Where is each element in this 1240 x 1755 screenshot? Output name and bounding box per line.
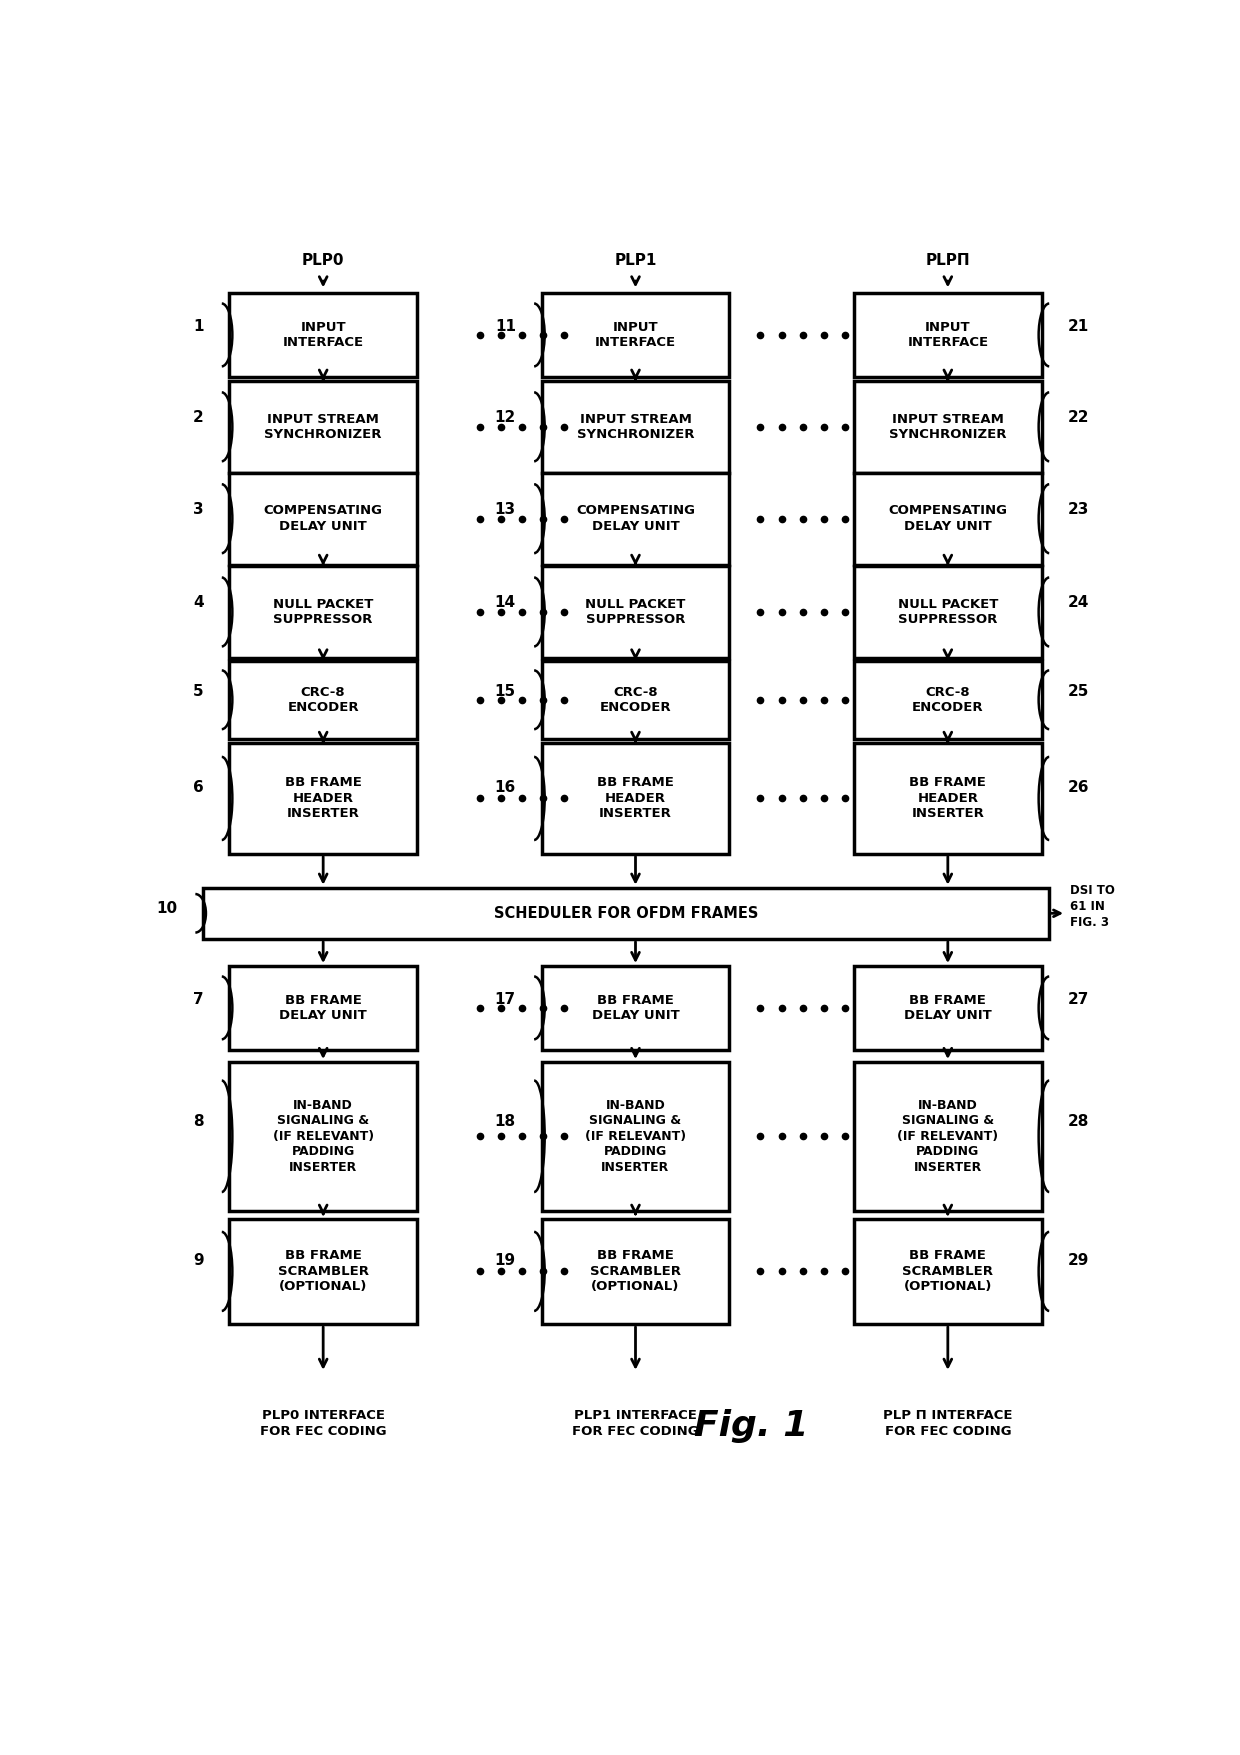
Text: 18: 18 — [495, 1114, 516, 1128]
Bar — [854, 381, 1042, 472]
Text: Fig. 1: Fig. 1 — [693, 1409, 808, 1443]
Text: BB FRAME
HEADER
INSERTER: BB FRAME HEADER INSERTER — [285, 776, 362, 820]
Text: 23: 23 — [1068, 502, 1089, 518]
Text: INPUT STREAM
SYNCHRONIZER: INPUT STREAM SYNCHRONIZER — [264, 412, 382, 441]
Bar — [542, 472, 729, 565]
Text: 21: 21 — [1068, 319, 1089, 333]
Text: PLP Π INTERFACE
FOR FEC CODING: PLP Π INTERFACE FOR FEC CODING — [883, 1409, 1013, 1439]
Text: 24: 24 — [1068, 595, 1089, 611]
Text: IN-BAND
SIGNALING &
(IF RELEVANT)
PADDING
INSERTER: IN-BAND SIGNALING & (IF RELEVANT) PADDIN… — [898, 1099, 998, 1174]
Bar — [203, 888, 1049, 939]
Bar — [542, 293, 729, 377]
Text: BB FRAME
SCRAMBLER
(OPTIONAL): BB FRAME SCRAMBLER (OPTIONAL) — [278, 1250, 368, 1293]
Text: PLP1: PLP1 — [614, 253, 657, 269]
Text: CRC-8
ENCODER: CRC-8 ENCODER — [911, 686, 983, 714]
Text: INPUT
INTERFACE: INPUT INTERFACE — [595, 321, 676, 349]
Text: 11: 11 — [495, 319, 516, 333]
Text: PLPΠ: PLPΠ — [925, 253, 970, 269]
Text: PLP1 INTERFACE
FOR FEC CODING: PLP1 INTERFACE FOR FEC CODING — [572, 1409, 699, 1439]
Text: BB FRAME
SCRAMBLER
(OPTIONAL): BB FRAME SCRAMBLER (OPTIONAL) — [903, 1250, 993, 1293]
Bar — [229, 567, 417, 658]
Text: COMPENSATING
DELAY UNIT: COMPENSATING DELAY UNIT — [264, 504, 383, 534]
Bar — [854, 965, 1042, 1049]
Bar — [542, 660, 729, 739]
Text: NULL PACKET
SUPPRESSOR: NULL PACKET SUPPRESSOR — [585, 598, 686, 627]
Text: 9: 9 — [193, 1253, 203, 1269]
Text: 8: 8 — [193, 1114, 203, 1128]
Bar — [854, 1062, 1042, 1211]
Bar — [542, 567, 729, 658]
Bar — [229, 1062, 417, 1211]
Text: 26: 26 — [1068, 779, 1089, 795]
Bar — [229, 293, 417, 377]
Text: INPUT
INTERFACE: INPUT INTERFACE — [283, 321, 363, 349]
Text: BB FRAME
DELAY UNIT: BB FRAME DELAY UNIT — [904, 993, 992, 1021]
Text: 10: 10 — [156, 900, 177, 916]
Text: BB FRAME
SCRAMBLER
(OPTIONAL): BB FRAME SCRAMBLER (OPTIONAL) — [590, 1250, 681, 1293]
Text: IN-BAND
SIGNALING &
(IF RELEVANT)
PADDING
INSERTER: IN-BAND SIGNALING & (IF RELEVANT) PADDIN… — [273, 1099, 373, 1174]
Bar — [854, 1218, 1042, 1323]
Text: 13: 13 — [495, 502, 516, 518]
Bar — [854, 660, 1042, 739]
Bar — [854, 742, 1042, 855]
Text: 5: 5 — [193, 684, 203, 700]
Text: 12: 12 — [495, 411, 516, 425]
Text: PLP0: PLP0 — [301, 253, 345, 269]
Text: 14: 14 — [495, 595, 516, 611]
Text: INPUT STREAM
SYNCHRONIZER: INPUT STREAM SYNCHRONIZER — [889, 412, 1007, 441]
Bar — [229, 660, 417, 739]
Text: 25: 25 — [1068, 684, 1089, 700]
Bar — [229, 965, 417, 1049]
Text: INPUT
INTERFACE: INPUT INTERFACE — [908, 321, 988, 349]
Bar — [854, 293, 1042, 377]
Text: NULL PACKET
SUPPRESSOR: NULL PACKET SUPPRESSOR — [273, 598, 373, 627]
Text: COMPENSATING
DELAY UNIT: COMPENSATING DELAY UNIT — [888, 504, 1007, 534]
Text: COMPENSATING
DELAY UNIT: COMPENSATING DELAY UNIT — [577, 504, 694, 534]
Text: CRC-8
ENCODER: CRC-8 ENCODER — [600, 686, 671, 714]
Bar — [542, 1062, 729, 1211]
Text: 27: 27 — [1068, 992, 1089, 1007]
Text: 28: 28 — [1068, 1114, 1089, 1128]
Text: 7: 7 — [193, 992, 203, 1007]
Text: 6: 6 — [192, 779, 203, 795]
Bar — [229, 1218, 417, 1323]
Text: 22: 22 — [1068, 411, 1089, 425]
Text: BB FRAME
HEADER
INSERTER: BB FRAME HEADER INSERTER — [598, 776, 673, 820]
Text: 1: 1 — [193, 319, 203, 333]
Bar — [542, 742, 729, 855]
Bar — [542, 965, 729, 1049]
Text: 29: 29 — [1068, 1253, 1089, 1269]
Bar — [854, 567, 1042, 658]
Text: NULL PACKET
SUPPRESSOR: NULL PACKET SUPPRESSOR — [898, 598, 998, 627]
Bar — [229, 472, 417, 565]
Text: 19: 19 — [495, 1253, 516, 1269]
Text: 17: 17 — [495, 992, 516, 1007]
Text: BB FRAME
DELAY UNIT: BB FRAME DELAY UNIT — [279, 993, 367, 1021]
Text: 2: 2 — [192, 411, 203, 425]
Text: DSI TO
61 IN
FIG. 3: DSI TO 61 IN FIG. 3 — [1070, 885, 1115, 928]
Bar — [229, 381, 417, 472]
Bar — [542, 1218, 729, 1323]
Bar — [854, 472, 1042, 565]
Text: PLP0 INTERFACE
FOR FEC CODING: PLP0 INTERFACE FOR FEC CODING — [260, 1409, 387, 1439]
Text: BB FRAME
DELAY UNIT: BB FRAME DELAY UNIT — [591, 993, 680, 1021]
Text: IN-BAND
SIGNALING &
(IF RELEVANT)
PADDING
INSERTER: IN-BAND SIGNALING & (IF RELEVANT) PADDIN… — [585, 1099, 686, 1174]
Bar — [542, 381, 729, 472]
Text: 16: 16 — [495, 779, 516, 795]
Text: 4: 4 — [193, 595, 203, 611]
Text: SCHEDULER FOR OFDM FRAMES: SCHEDULER FOR OFDM FRAMES — [494, 906, 758, 921]
Text: BB FRAME
HEADER
INSERTER: BB FRAME HEADER INSERTER — [909, 776, 986, 820]
Text: INPUT STREAM
SYNCHRONIZER: INPUT STREAM SYNCHRONIZER — [577, 412, 694, 441]
Bar — [229, 742, 417, 855]
Text: 3: 3 — [193, 502, 203, 518]
Text: CRC-8
ENCODER: CRC-8 ENCODER — [288, 686, 360, 714]
Text: 15: 15 — [495, 684, 516, 700]
